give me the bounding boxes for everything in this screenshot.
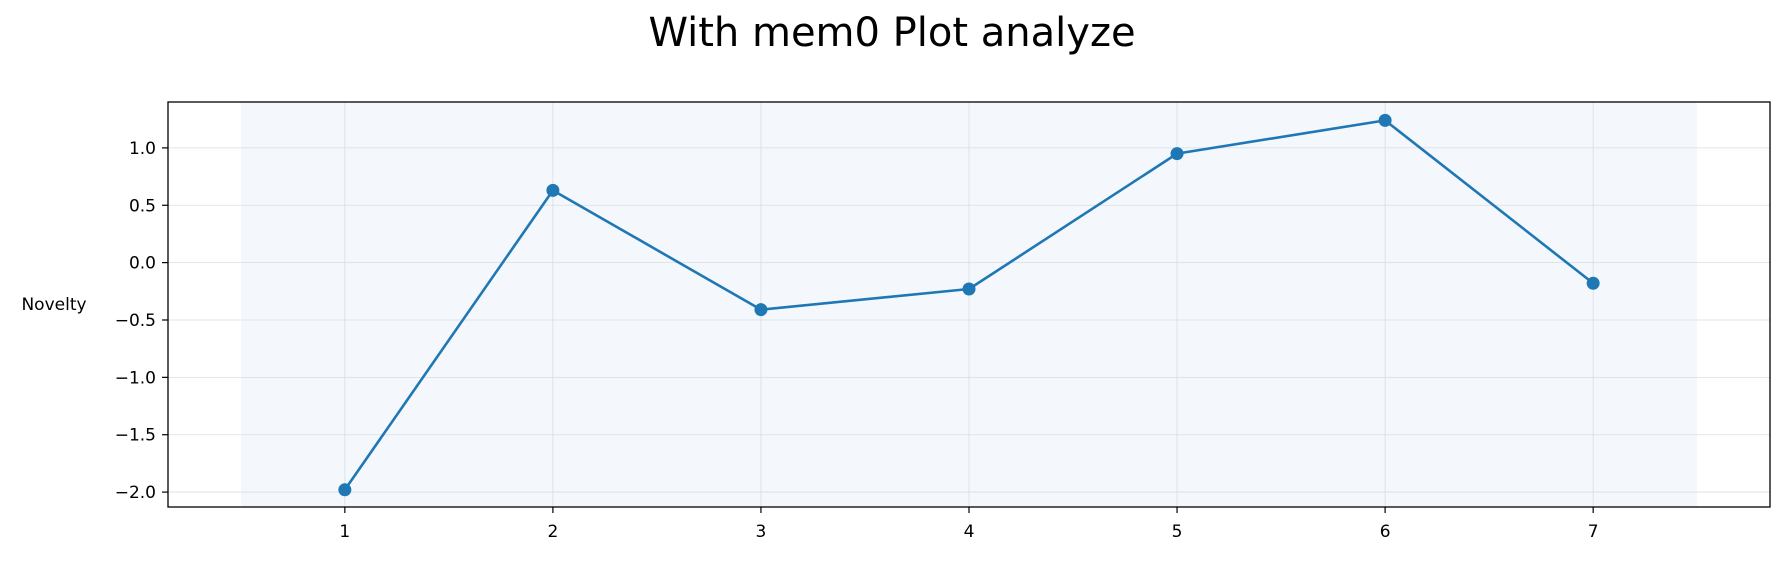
y-tick-label: −2.0: [115, 483, 156, 503]
y-tick-label: −1.0: [115, 368, 156, 388]
plot-area: 1 2 3 4 5 6 7 1.0 0.5 0.0 −0.5 −1.0 −1.5 −2.0: [115, 101, 1771, 542]
data-point: [1586, 276, 1600, 290]
x-tick-label: 2: [547, 522, 558, 542]
y-tick-label: 1.0: [129, 139, 156, 159]
x-tick-label: 6: [1380, 522, 1391, 542]
data-point: [338, 483, 352, 497]
data-point: [1170, 147, 1184, 161]
x-tick-label: 7: [1588, 522, 1599, 542]
x-tick-label: 3: [756, 522, 767, 542]
y-tick-label: −1.5: [115, 426, 156, 446]
x-tick-label: 1: [339, 522, 350, 542]
data-point: [754, 303, 768, 317]
data-point: [1378, 113, 1392, 127]
x-tick-label: 4: [964, 522, 975, 542]
data-point: [546, 183, 560, 197]
y-tick-label: 0.0: [129, 254, 156, 274]
y-axis-label: Novelty: [21, 295, 86, 315]
x-tick-label: 5: [1172, 522, 1183, 542]
y-tick-label: 0.5: [129, 196, 156, 216]
chart-title: With mem0 Plot analyze: [648, 10, 1135, 56]
y-tick-label: −0.5: [115, 311, 156, 331]
data-point: [962, 282, 976, 296]
